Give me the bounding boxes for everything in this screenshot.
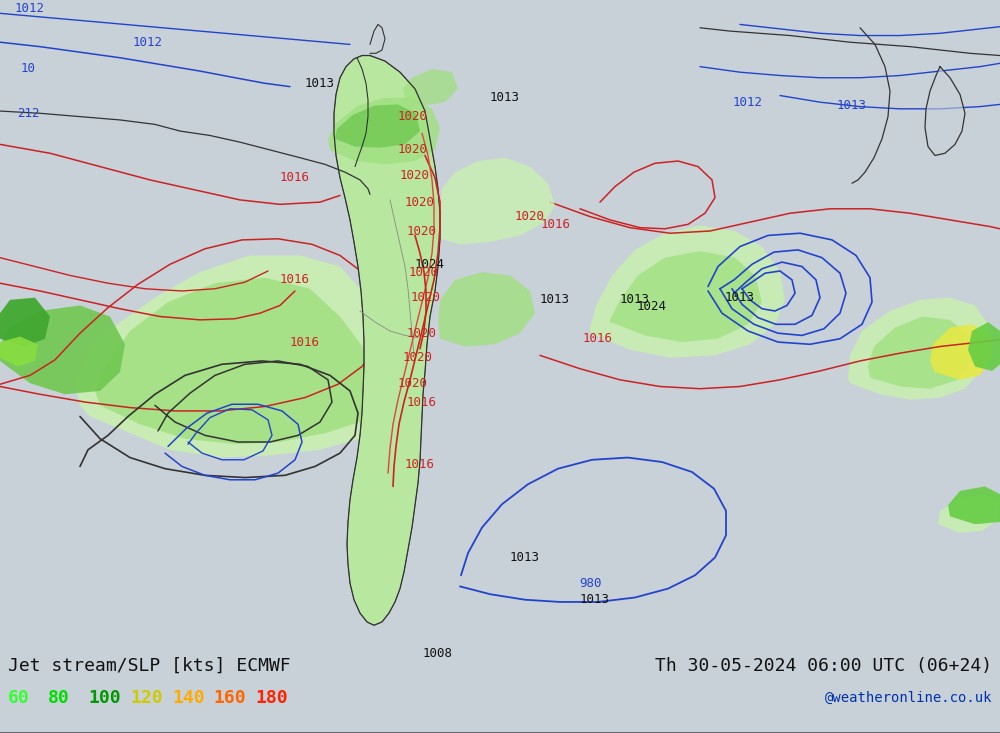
Text: 60: 60 (8, 689, 30, 707)
Polygon shape (438, 272, 535, 347)
Polygon shape (938, 494, 1000, 533)
Text: 1016: 1016 (290, 336, 320, 349)
Polygon shape (0, 298, 50, 347)
Text: 1024: 1024 (637, 300, 667, 313)
Text: 1020: 1020 (411, 291, 441, 304)
Text: 80: 80 (48, 689, 70, 707)
Text: 100: 100 (88, 689, 121, 707)
Text: 1012: 1012 (133, 36, 163, 48)
Text: 1013: 1013 (305, 77, 335, 90)
Polygon shape (925, 67, 965, 155)
Text: 1013: 1013 (620, 293, 650, 306)
Polygon shape (848, 298, 990, 399)
Text: 1016: 1016 (280, 172, 310, 184)
Text: @weatheronline.co.uk: @weatheronline.co.uk (824, 690, 992, 705)
Text: 1016: 1016 (405, 457, 435, 471)
Text: 980: 980 (579, 577, 601, 589)
Polygon shape (75, 255, 400, 457)
Text: 1024: 1024 (415, 258, 445, 270)
Text: 1008: 1008 (423, 647, 453, 660)
Polygon shape (403, 69, 458, 106)
Polygon shape (440, 158, 555, 244)
Text: 1020: 1020 (398, 377, 428, 390)
Polygon shape (968, 322, 1000, 371)
Polygon shape (328, 97, 440, 164)
Polygon shape (334, 56, 440, 625)
Text: 1020: 1020 (405, 196, 435, 209)
Text: 1016: 1016 (280, 273, 310, 287)
Text: 1012: 1012 (15, 2, 45, 15)
Polygon shape (335, 104, 420, 148)
Text: 1016: 1016 (541, 218, 571, 231)
Polygon shape (0, 306, 125, 394)
Text: 1013: 1013 (540, 293, 570, 306)
Text: 1013: 1013 (510, 551, 540, 564)
Text: 1020: 1020 (407, 224, 437, 237)
Polygon shape (95, 278, 375, 444)
Text: Jet stream/SLP [kts] ECMWF: Jet stream/SLP [kts] ECMWF (8, 657, 291, 674)
Text: 1020: 1020 (515, 210, 545, 223)
Text: 120: 120 (130, 689, 163, 707)
Text: 1016: 1016 (407, 396, 437, 408)
Text: 10: 10 (20, 62, 36, 75)
Text: 1020: 1020 (403, 351, 433, 364)
Polygon shape (868, 317, 972, 388)
Text: 160: 160 (213, 689, 246, 707)
Text: 180: 180 (255, 689, 288, 707)
Text: Th 30-05-2024 06:00 UTC (06+24): Th 30-05-2024 06:00 UTC (06+24) (655, 657, 992, 674)
Polygon shape (610, 251, 762, 342)
Text: 1013: 1013 (837, 99, 867, 112)
Polygon shape (930, 324, 992, 380)
Polygon shape (948, 487, 1000, 524)
Text: 1013: 1013 (725, 291, 755, 304)
Text: 212: 212 (17, 107, 39, 119)
Text: 1016: 1016 (583, 332, 613, 345)
Polygon shape (590, 226, 785, 358)
Text: 1020: 1020 (407, 327, 437, 339)
Text: 140: 140 (172, 689, 205, 707)
Text: 1020: 1020 (409, 265, 439, 279)
Text: 1013: 1013 (580, 593, 610, 606)
Text: 1020: 1020 (398, 144, 428, 156)
Polygon shape (0, 336, 38, 366)
Text: 1020: 1020 (398, 110, 428, 123)
Text: 1020: 1020 (400, 169, 430, 182)
Text: 1013: 1013 (490, 91, 520, 104)
Text: 1012: 1012 (733, 96, 763, 108)
